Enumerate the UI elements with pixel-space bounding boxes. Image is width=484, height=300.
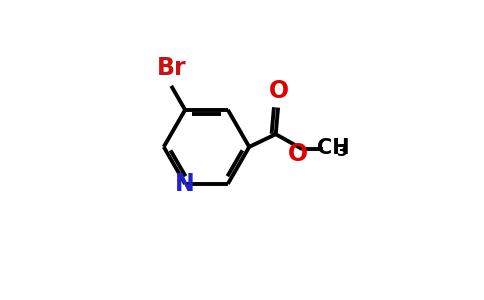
Text: O: O bbox=[288, 142, 308, 166]
Text: N: N bbox=[175, 172, 195, 196]
Text: O: O bbox=[269, 80, 289, 103]
Text: CH: CH bbox=[317, 138, 349, 158]
Text: 3: 3 bbox=[337, 144, 348, 159]
Text: Br: Br bbox=[157, 56, 186, 80]
